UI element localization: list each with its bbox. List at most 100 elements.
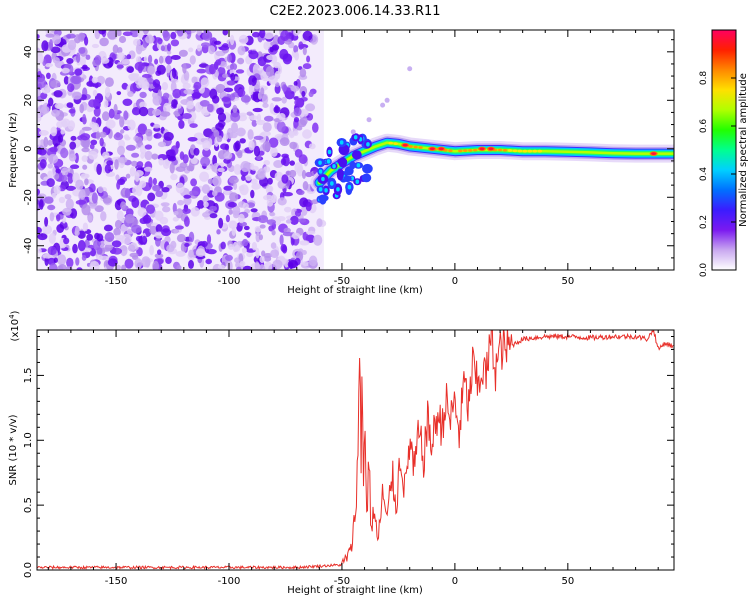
noise-blob [91,82,102,88]
spectrogram-x-axis: -150 -100 -50 0 50 [47,30,659,287]
noise-blob [89,183,96,193]
noise-blob [106,160,113,166]
noise-blob [61,175,68,183]
noise-blob [104,232,115,242]
noise-blob [271,97,282,102]
signal-core [522,149,528,153]
y-tick-label: 20 [23,94,34,107]
noise-blob [154,253,164,259]
noise-blob [182,63,187,74]
colorbar-frame [711,29,737,271]
noise-blob [37,188,40,196]
noise-blob [223,185,233,191]
noise-blob [120,201,127,210]
transition-blob-core [321,176,325,182]
noise-blob [188,231,195,243]
noise-blob [257,215,269,224]
noise-blob [143,56,148,63]
noise-blob [273,61,281,69]
noise-blob [47,246,57,256]
noise-blob [146,204,155,214]
noise-blob [232,241,239,253]
noise-blob [193,81,202,90]
noise-blob [277,197,287,206]
noise-blob [208,45,216,55]
noise-blob [199,100,210,107]
noise-blob [123,110,129,121]
noise-blob [290,215,299,225]
noise-blob [233,182,238,190]
x-tick-label: 50 [561,276,574,287]
noise-blob [175,166,186,173]
noise-blob [308,143,316,150]
noise-blob [248,140,255,151]
noise-blob [51,166,56,176]
noise-blob [82,64,88,70]
stray-blob [407,66,413,72]
signal-core [393,142,398,146]
noise-blob [240,95,251,103]
noise-blob [188,190,199,196]
noise-blob [95,131,101,140]
noise-blob [57,254,67,266]
noise-blob [250,189,255,199]
noise-blob [281,84,287,92]
noise-blob [92,89,98,97]
noise-blob [215,83,226,94]
noise-blob [81,155,88,163]
noise-blob [196,68,207,74]
stray-blob [350,129,356,135]
colorbar-tick-label: 0.2 [699,215,709,229]
noise-blob [102,151,110,159]
noise-blob [63,237,70,245]
colorbar-tick-label: 0.6 [699,119,709,134]
noise-blob [165,256,172,264]
spectrogram-y-axis: -40 -20 0 20 40 [23,39,674,271]
noise-blob [79,188,86,200]
noise-blob [131,107,141,116]
noise-blob [103,99,109,108]
noise-blob [170,31,177,40]
hot-spot [429,147,435,151]
noise-blob [134,170,144,177]
noise-blob [292,130,299,137]
noise-blob [313,234,323,246]
signal-core [463,149,468,153]
noise-blob [149,245,155,256]
noise-blob [237,57,245,65]
noise-blob [263,31,274,40]
noise-blob [215,122,225,131]
noise-blob [62,207,72,216]
noise-blob [294,51,300,61]
hot-spot [651,152,657,156]
noise-blob [53,185,61,195]
noise-blob [296,189,305,196]
noise-blob [65,198,74,210]
noise-blob [293,117,300,123]
noise-blob [144,144,153,150]
noise-blob [162,92,170,100]
noise-blob [89,121,96,128]
noise-blob [104,164,112,174]
noise-blob [239,260,246,267]
noise-blob [136,56,141,64]
noise-blob [183,89,194,95]
noise-blob [145,128,153,137]
noise-blob [129,252,139,258]
noise-blob [119,116,125,128]
snr-y-tick-label: 0.0 [23,562,34,578]
noise-blob [121,59,130,65]
noise-blob [52,57,60,64]
noise-blob [134,61,145,71]
noise-blob [191,76,198,84]
noise-blob [238,34,249,45]
signal-core [448,149,453,153]
noise-blob [271,229,276,236]
noise-blob [37,233,48,241]
noise-blob [136,161,144,168]
noise-blob [130,73,140,78]
noise-blob [116,91,122,96]
noise-blob [302,63,312,70]
noise-blob [46,72,51,80]
noise-blob [264,261,273,270]
